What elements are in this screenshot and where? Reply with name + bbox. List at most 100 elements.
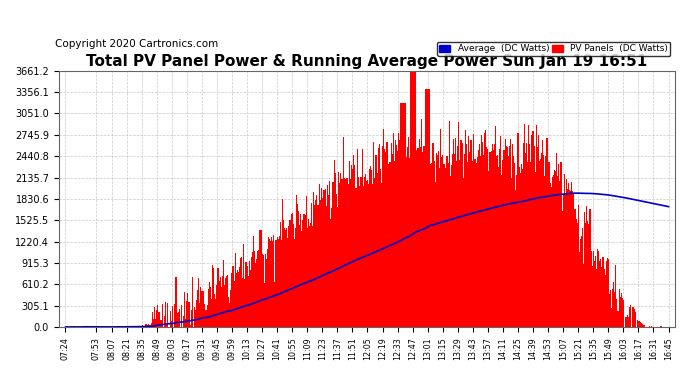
Bar	[585, 223, 586, 327]
Bar	[241, 258, 242, 327]
Bar	[82, 326, 83, 327]
Bar	[469, 152, 470, 327]
Bar	[573, 193, 575, 327]
Bar	[381, 183, 382, 327]
Bar	[494, 144, 495, 327]
Bar	[354, 165, 355, 327]
Bar	[471, 140, 473, 327]
Bar	[620, 297, 621, 327]
Bar	[281, 240, 282, 327]
Bar	[609, 294, 610, 327]
Bar	[140, 326, 141, 327]
Bar	[198, 278, 199, 327]
Bar	[134, 326, 135, 327]
Bar	[337, 207, 338, 327]
Bar	[466, 144, 467, 327]
Bar	[177, 314, 178, 327]
Bar	[250, 270, 251, 327]
Bar	[408, 137, 409, 327]
Bar	[642, 324, 643, 327]
Bar	[224, 285, 225, 327]
Bar	[196, 300, 197, 327]
Bar	[380, 169, 381, 327]
Bar	[365, 174, 366, 327]
Bar	[526, 143, 527, 327]
Bar	[183, 315, 184, 327]
Bar	[286, 228, 287, 327]
Bar	[314, 205, 315, 327]
Bar	[448, 121, 450, 327]
Bar	[370, 166, 371, 327]
Bar	[161, 304, 163, 327]
Bar	[509, 146, 510, 327]
Bar	[351, 165, 352, 327]
Bar	[257, 251, 258, 327]
Bar	[285, 230, 286, 327]
Bar	[558, 164, 560, 327]
Bar	[539, 160, 540, 327]
Bar	[367, 180, 368, 327]
Bar	[500, 136, 502, 327]
Bar	[454, 154, 455, 327]
Bar	[284, 228, 285, 327]
Bar	[270, 242, 271, 327]
Bar	[255, 263, 256, 327]
Bar	[362, 149, 363, 327]
Bar	[445, 168, 446, 327]
Bar	[512, 144, 513, 327]
Bar	[429, 89, 431, 327]
Bar	[382, 146, 383, 327]
Bar	[208, 289, 209, 327]
Bar	[356, 189, 357, 327]
Bar	[649, 326, 650, 327]
Bar	[237, 270, 238, 327]
Bar	[583, 264, 584, 327]
Bar	[233, 266, 234, 327]
Bar	[493, 150, 494, 327]
Bar	[510, 139, 511, 327]
Bar	[518, 133, 519, 327]
Bar	[179, 309, 180, 327]
Bar	[604, 275, 606, 327]
Bar	[637, 320, 638, 327]
Bar	[464, 154, 465, 327]
Bar	[321, 188, 322, 327]
Bar	[491, 151, 492, 327]
Bar	[413, 70, 414, 327]
Bar	[441, 157, 442, 327]
Bar	[580, 238, 581, 327]
Bar	[553, 175, 554, 327]
Bar	[581, 236, 582, 327]
Bar	[221, 276, 223, 327]
Bar	[360, 177, 362, 327]
Bar	[177, 312, 179, 327]
Bar	[282, 200, 283, 327]
Bar	[504, 139, 506, 327]
Bar	[231, 273, 233, 327]
Bar	[363, 186, 364, 327]
Bar	[417, 148, 419, 327]
Bar	[597, 249, 598, 327]
Bar	[416, 150, 417, 327]
Bar	[242, 279, 244, 327]
Bar	[639, 321, 640, 327]
Bar	[371, 171, 373, 327]
Bar	[398, 133, 400, 327]
Bar	[529, 144, 531, 327]
Bar	[446, 156, 448, 327]
Bar	[523, 143, 524, 327]
Bar	[188, 303, 190, 327]
Bar	[339, 183, 340, 327]
Bar	[352, 169, 353, 327]
Bar	[248, 261, 250, 327]
Bar	[535, 125, 537, 327]
Bar	[562, 195, 564, 327]
Bar	[344, 178, 346, 327]
Bar	[400, 103, 402, 327]
Bar	[629, 307, 631, 327]
Bar	[572, 191, 573, 327]
Bar	[333, 160, 335, 327]
Bar	[152, 312, 153, 327]
Bar	[292, 213, 293, 327]
Bar	[399, 140, 400, 327]
